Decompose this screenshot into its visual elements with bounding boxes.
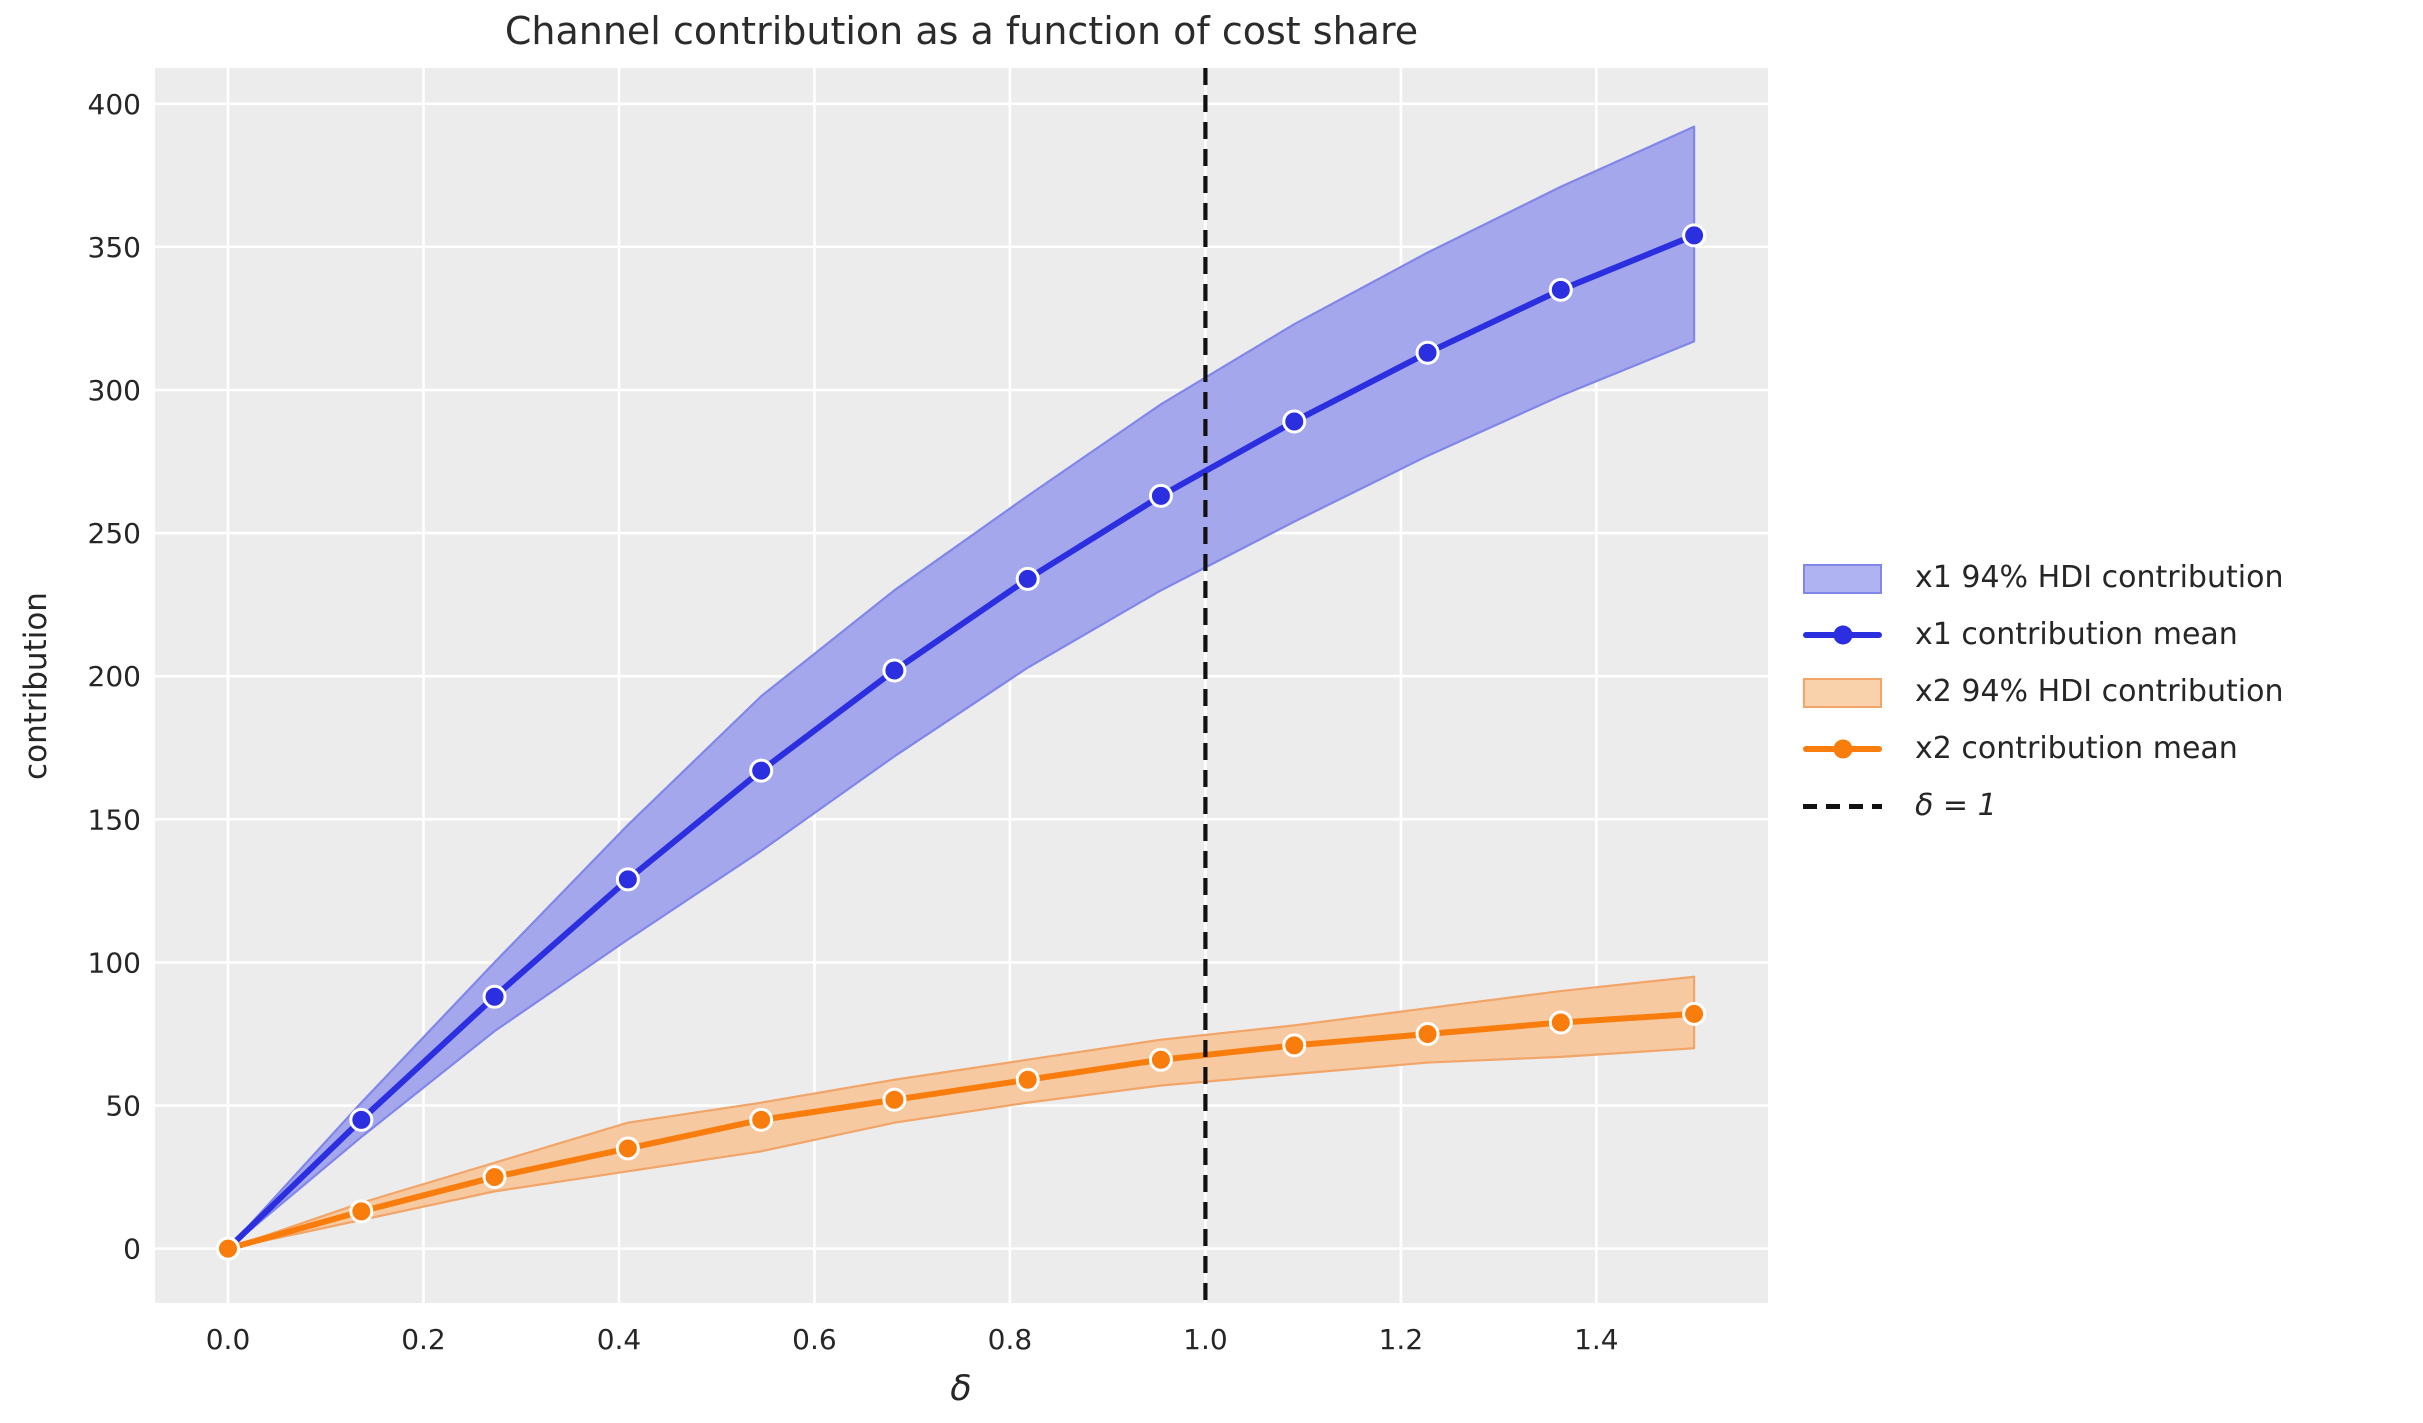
x1-mean-line [225,232,1698,1252]
legend: x1 94% HDI contribution x1 contribution m… [1803,549,2283,834]
data-point-marker [1548,1010,1573,1035]
data-point-marker [1148,1047,1173,1072]
legend-entry-x1-contribution-mean: x1 contribution mean [1803,606,2283,663]
data-point-marker [482,984,507,1009]
legend-label: x2 contribution mean [1915,731,2238,766]
dashed-sample [1803,803,1882,809]
y-tick-label: 250 [88,517,141,550]
x-axis-label: δ [950,1369,972,1409]
x-tick-label: 0.8 [988,1323,1033,1356]
y-tick-label: 150 [88,803,141,836]
data-point-marker [749,1107,774,1132]
legend-entry-1: δ = 1 [1803,777,2283,834]
data-point-marker [349,1107,374,1132]
data-point-marker [1548,277,1573,302]
y-tick-label: 100 [88,946,141,979]
x-tick-label: 1.4 [1574,1323,1619,1356]
data-point-marker [1282,409,1307,434]
chart-title: Channel contribution as a function of co… [504,9,1419,53]
x2-mean-line [216,1001,1707,1261]
legend-entry-x2-94-hdi-contribution: x2 94% HDI contribution [1803,663,2283,720]
data-point-marker [1015,566,1040,591]
data-point-marker [615,1136,640,1161]
legend-label: x2 94% HDI contribution [1915,674,2284,709]
data-point-marker [615,867,640,892]
data-point-marker [1282,1033,1307,1058]
x-tick-label: 0.2 [401,1323,446,1356]
hdi-band-swatch [1803,563,1882,594]
marker-dot [1833,625,1852,644]
x2-mean-line [225,1010,1698,1252]
hdi-band-swatch [1803,677,1882,708]
legend-entry-x1-94-hdi-contribution: x1 94% HDI contribution [1803,549,2283,606]
data-point-marker [882,1087,907,1112]
y-tick-label: 200 [88,660,141,693]
x-tick-label: 1.2 [1379,1323,1424,1356]
x-tick-label: 0.4 [597,1323,642,1356]
y-tick-label: 50 [105,1090,141,1123]
data-point-marker [1015,1067,1040,1092]
mean-line-swatch [1803,734,1882,764]
x1-mean-line [216,223,1707,1261]
legend-label: x1 94% HDI contribution [1915,560,2284,595]
legend-entry-x2-contribution-mean: x2 contribution mean [1803,720,2283,777]
x-tick-label: 1.0 [1183,1323,1228,1356]
legend-label: x1 contribution mean [1915,617,2238,652]
data-point-marker [1682,223,1707,248]
legend-label: δ = 1 [1915,788,1997,823]
mean-line-swatch [1803,620,1882,650]
y-tick-label: 0 [123,1233,141,1266]
data-point-marker [749,758,774,783]
y-tick-label: 350 [88,231,141,264]
tick-labels: 0 50 100 150 200 250 300 350 400 0.0 0.2 0.4 0.6 0.8 1… [88,88,1619,1356]
data-point-marker [1415,340,1440,365]
data-point-marker [482,1165,507,1190]
y-tick-label: 300 [88,374,141,407]
band-patch [1803,677,1882,708]
x-tick-label: 0.6 [792,1323,837,1356]
x-tick-label: 0.0 [206,1323,251,1356]
data-point-marker [882,658,907,683]
data-point-marker [1682,1001,1707,1026]
data-point-marker [1148,483,1173,508]
dashed-line-swatch [1803,791,1882,821]
marker-dot [1833,739,1852,758]
data-point-marker [216,1236,241,1261]
y-tick-label: 400 [88,88,141,121]
data-point-marker [1415,1021,1440,1046]
data-point-marker [349,1199,374,1224]
band-patch [1803,563,1882,594]
